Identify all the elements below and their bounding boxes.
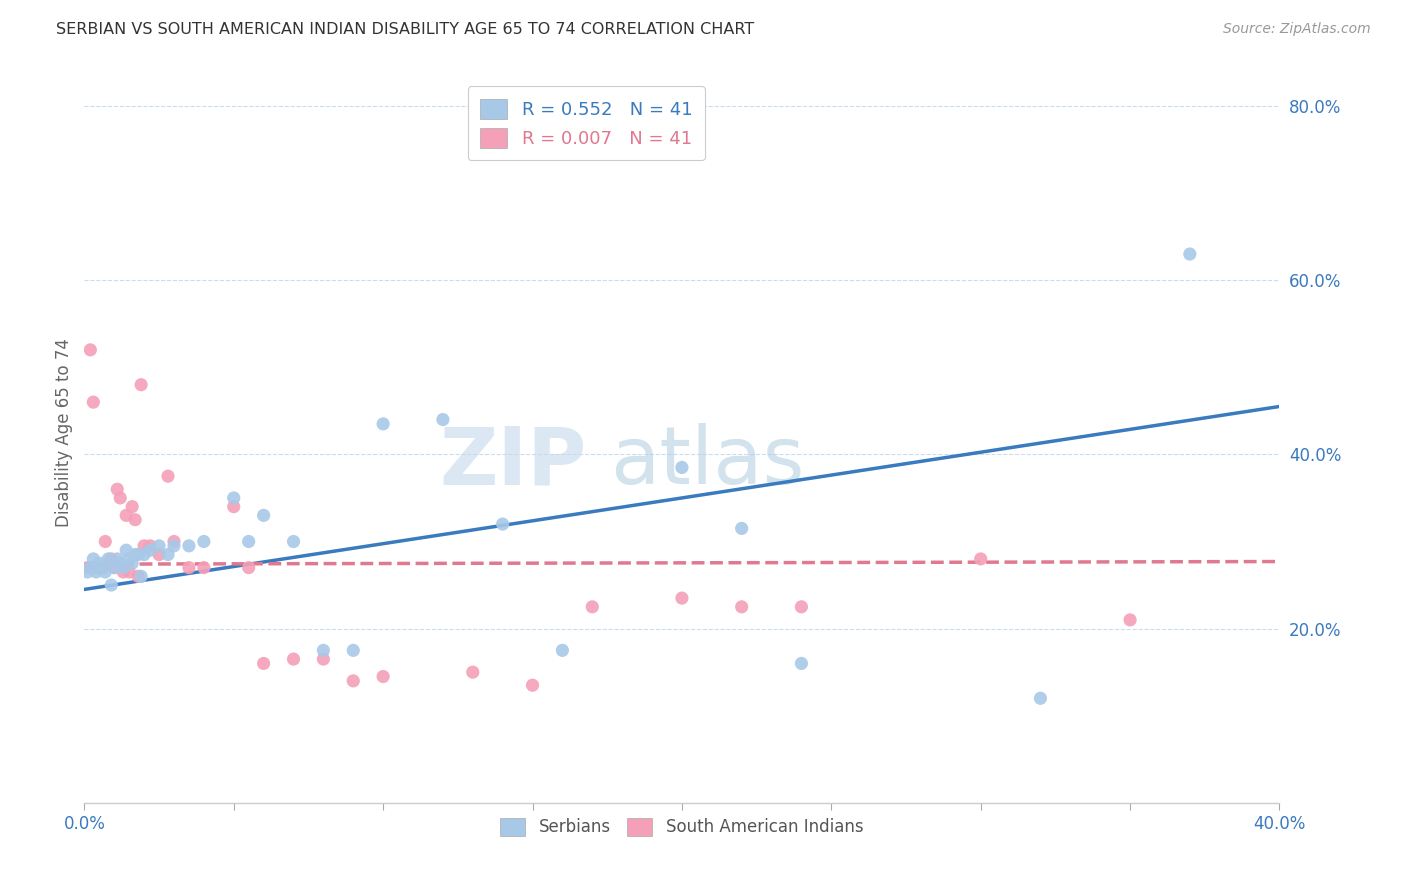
Point (238, 534, 260, 549)
Point (222, 500, 245, 514)
Point (731, 599, 754, 614)
Point (432, 412, 454, 426)
Point (103, 560, 125, 574)
Point (76, 560, 98, 574)
Text: ZIP: ZIP (439, 423, 586, 501)
Point (177, 539, 200, 553)
Point (731, 521, 754, 535)
Point (253, 657, 276, 671)
Point (97, 552, 120, 566)
Point (222, 491, 245, 505)
Point (94, 565, 117, 579)
Point (86, 560, 108, 574)
Point (373, 669, 395, 683)
Point (139, 543, 162, 558)
Point (76, 565, 98, 579)
Point (581, 599, 603, 614)
Point (129, 569, 152, 583)
Legend: Serbians, South American Indians: Serbians, South American Indians (491, 807, 873, 847)
Point (94, 534, 117, 549)
Point (124, 513, 146, 527)
Point (118, 565, 141, 579)
Point (551, 643, 574, 657)
Point (163, 534, 186, 549)
Point (148, 539, 170, 553)
Point (115, 508, 138, 523)
Y-axis label: Disability Age 65 to 74: Disability Age 65 to 74 (55, 338, 73, 527)
Point (342, 643, 364, 657)
Point (157, 469, 180, 483)
Text: atlas: atlas (610, 423, 804, 501)
Point (522, 678, 544, 692)
Point (132, 548, 156, 562)
Point (790, 599, 813, 614)
Point (492, 517, 515, 532)
Point (100, 552, 122, 566)
Point (127, 548, 149, 562)
Point (312, 643, 335, 657)
Point (671, 591, 693, 606)
Point (105, 482, 128, 496)
Point (82, 395, 104, 409)
Point (148, 548, 170, 562)
Point (1178, 247, 1201, 261)
Point (970, 552, 993, 566)
Point (283, 652, 305, 666)
Point (139, 539, 162, 553)
Point (112, 560, 135, 574)
Point (129, 377, 152, 392)
Point (312, 652, 335, 666)
Point (91, 560, 114, 574)
Point (124, 548, 146, 562)
Point (671, 460, 693, 475)
Point (89, 556, 111, 570)
Point (193, 560, 215, 574)
Point (79, 343, 101, 357)
Point (89, 560, 111, 574)
Point (82, 552, 104, 566)
Point (121, 500, 143, 514)
Point (91, 560, 114, 574)
Point (115, 543, 138, 558)
Point (790, 657, 813, 671)
Point (110, 556, 132, 570)
Point (253, 508, 276, 523)
Point (121, 556, 143, 570)
Point (127, 569, 149, 583)
Point (193, 534, 215, 549)
Point (342, 673, 364, 688)
Point (86, 565, 108, 579)
Point (1029, 691, 1052, 706)
Point (1119, 613, 1142, 627)
Point (100, 578, 122, 592)
Point (110, 491, 132, 505)
Point (103, 560, 125, 574)
Point (112, 565, 135, 579)
Point (283, 534, 305, 549)
Text: Source: ZipAtlas.com: Source: ZipAtlas.com (1223, 22, 1371, 37)
Point (157, 548, 180, 562)
Point (163, 539, 186, 553)
Point (97, 556, 120, 570)
Point (118, 552, 141, 566)
Point (177, 560, 200, 574)
Point (79, 560, 101, 574)
Point (461, 665, 484, 680)
Point (373, 417, 395, 431)
Point (132, 539, 156, 553)
Point (105, 552, 128, 566)
Point (238, 560, 260, 574)
Text: SERBIAN VS SOUTH AMERICAN INDIAN DISABILITY AGE 65 TO 74 CORRELATION CHART: SERBIAN VS SOUTH AMERICAN INDIAN DISABIL… (56, 22, 755, 37)
